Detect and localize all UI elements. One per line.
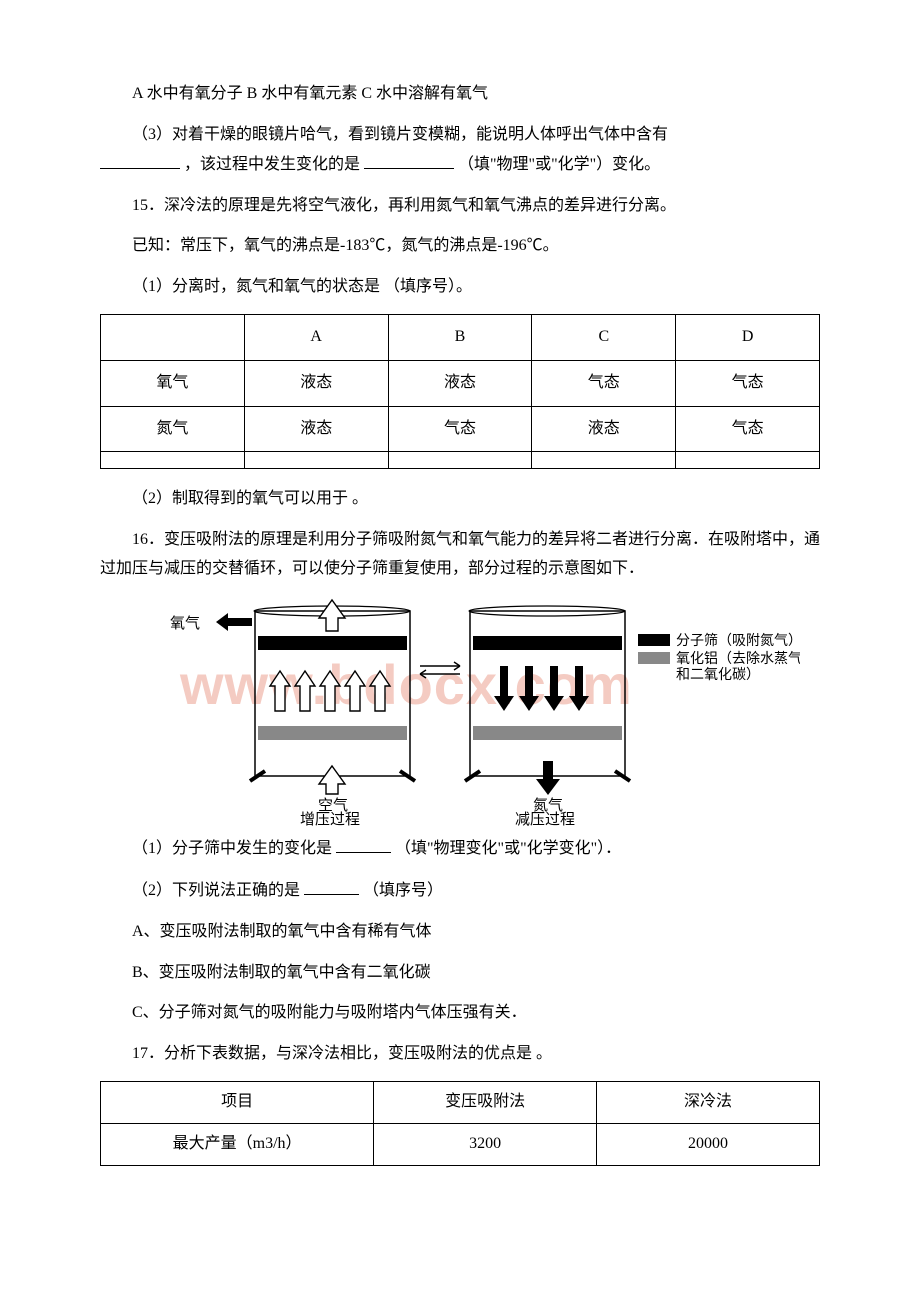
table-cell: 气态 (532, 360, 676, 406)
table-row: 氧气 液态 液态 气态 气态 (101, 360, 820, 406)
pressurize-label: 增压过程 (300, 811, 360, 826)
table-cell: 液态 (532, 406, 676, 452)
q14-3-text-b: ，该过程中发生变化的是 (184, 156, 360, 173)
q15-1: （1）分离时，氮气和氧气的状态是 （填序号）。 (100, 273, 820, 302)
table-header-c: C (532, 314, 676, 360)
q14-3-text-a: （3）对着干燥的眼镜片哈气，看到镜片变模糊，能说明人体呼出气体中含有 (132, 126, 668, 143)
table-cell: 项目 (101, 1081, 374, 1123)
table-row: A B C D (101, 314, 820, 360)
oxygen-out-arrow (319, 600, 345, 631)
table-cell: 3200 (374, 1123, 597, 1165)
table-1: A B C D 氧气 液态 液态 气态 气态 氮气 液态 气态 液态 气态 (100, 314, 820, 469)
legend-sieve-label: 分子筛（吸附氮气） (676, 633, 800, 649)
blank-4 (304, 876, 359, 895)
blank-3 (336, 834, 391, 853)
table-row: 项目 变压吸附法 深冷法 (101, 1081, 820, 1123)
table-cell: 气态 (676, 406, 820, 452)
q16-1-a: （1）分子筛中发生的变化是 (132, 840, 332, 857)
table-cell: 最大产量（m3/h） (101, 1123, 374, 1165)
q15-known: 已知：常压下，氧气的沸点是-183℃，氮气的沸点是-196℃。 (100, 232, 820, 261)
table-2: 项目 变压吸附法 深冷法 最大产量（m3/h） 3200 20000 (100, 1081, 820, 1166)
q15-2: （2）制取得到的氧气可以用于 。 (100, 485, 820, 514)
air-inlet-arrow (319, 766, 345, 794)
table-row: 氮气 液态 气态 液态 气态 (101, 406, 820, 452)
table-cell (676, 452, 820, 469)
table-cell: 液态 (388, 360, 532, 406)
blank-1 (100, 150, 180, 169)
right-tower (470, 611, 625, 776)
q16-option-c: C、分子筛对氮气的吸附能力与吸附塔内气体压强有关． (100, 999, 820, 1028)
table-cell (388, 452, 532, 469)
table-cell: 深冷法 (597, 1081, 820, 1123)
legend-alumina-swatch (638, 652, 670, 664)
q16-2-b: （填序号） (363, 882, 443, 899)
left-sieve (258, 636, 407, 650)
table-cell (244, 452, 388, 469)
table-row: 最大产量（m3/h） 3200 20000 (101, 1123, 820, 1165)
legend-alumina-label-b: 和二氧化碳） (676, 667, 760, 683)
left-inner-arrows (270, 671, 390, 711)
left-alumina (258, 726, 407, 740)
table-cell: 氧气 (101, 360, 245, 406)
right-sieve (473, 636, 622, 650)
q14-options: A 水中有氧分子 B 水中有氧元素 C 水中溶解有氧气 (100, 80, 820, 109)
q14-3-text-c: （填"物理"或"化学"）变化。 (458, 156, 660, 173)
q16-2-a: （2）下列说法正确的是 (132, 882, 300, 899)
q14-3: （3）对着干燥的眼镜片哈气，看到镜片变模糊，能说明人体呼出气体中含有 ，该过程中… (100, 121, 820, 180)
q15: 15．深冷法的原理是先将空气液化，再利用氮气和氧气沸点的差异进行分离。 (100, 192, 820, 221)
table-cell: 氮气 (101, 406, 245, 452)
table-cell: 液态 (244, 360, 388, 406)
adsorption-diagram: 氧气 空气 增压过程 氮气 减压过程 (160, 596, 820, 826)
q16-1: （1）分子筛中发生的变化是 （填"物理变化"或"化学变化"）． (100, 834, 820, 864)
nitrogen-out-arrow (536, 761, 560, 795)
q16-option-a: A、变压吸附法制取的氧气中含有稀有气体 (100, 918, 820, 947)
table-cell: 20000 (597, 1123, 820, 1165)
legend-alumina-label-a: 氧化铝（去除水蒸气 (676, 651, 800, 667)
oxygen-label: 氧气 (170, 615, 200, 632)
table-row (101, 452, 820, 469)
table-cell: 气态 (676, 360, 820, 406)
oxygen-left-arrow (216, 613, 252, 631)
table-cell: 液态 (244, 406, 388, 452)
table-cell (532, 452, 676, 469)
q16-2: （2）下列说法正确的是 （填序号） (100, 876, 820, 906)
right-alumina (473, 726, 622, 740)
table-header-blank (101, 314, 245, 360)
exchange-arrows (420, 662, 460, 678)
table-cell: 变压吸附法 (374, 1081, 597, 1123)
q17: 17．分析下表数据，与深冷法相比，变压吸附法的优点是 。 (100, 1040, 820, 1069)
right-inner-arrows (494, 666, 589, 711)
diagram-svg: 氧气 空气 增压过程 氮气 减压过程 (160, 596, 800, 826)
q16: 16．变压吸附法的原理是利用分子筛吸附氮气和氧气能力的差异将二者进行分离．在吸附… (100, 526, 820, 584)
table-header-d: D (676, 314, 820, 360)
blank-2 (364, 150, 454, 169)
table-header-a: A (244, 314, 388, 360)
table-cell (101, 452, 245, 469)
q16-1-b: （填"物理变化"或"化学变化"）． (395, 840, 621, 857)
legend-sieve-swatch (638, 634, 670, 646)
q16-option-b: B、变压吸附法制取的氧气中含有二氧化碳 (100, 959, 820, 988)
table-header-b: B (388, 314, 532, 360)
depressurize-label: 减压过程 (515, 811, 575, 826)
table-cell: 气态 (388, 406, 532, 452)
